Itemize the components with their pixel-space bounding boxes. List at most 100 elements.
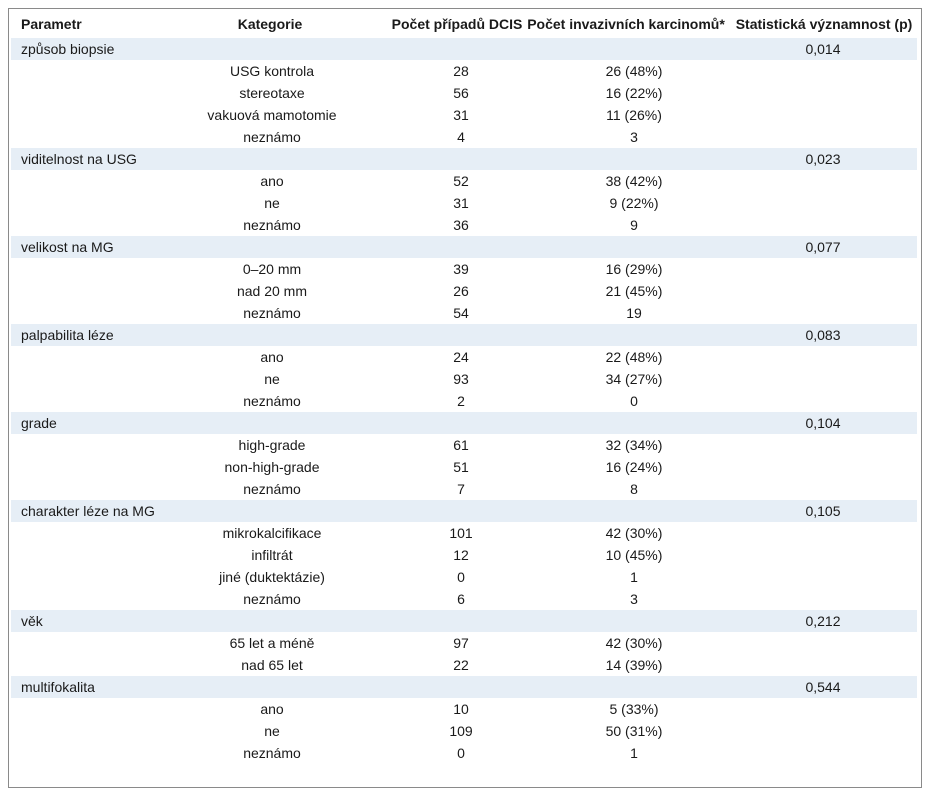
group-row: charakter léze na MG 0,105: [11, 500, 917, 522]
invasive-count-cell: 42 (30%): [605, 635, 663, 651]
dcis-count-cell: 39: [453, 261, 469, 277]
invasive-count-cell: 22 (48%): [605, 349, 663, 365]
category-cell: ano: [260, 701, 284, 717]
invasive-count-cell: 19: [626, 305, 642, 321]
group-p-value: 0,077: [805, 239, 841, 255]
category-cell: ne: [264, 371, 280, 387]
group-row: věk 0,212: [11, 610, 917, 632]
dcis-count-cell: 56: [453, 85, 469, 101]
dcis-count-cell: 28: [453, 63, 469, 79]
invasive-count-cell: 3: [630, 591, 638, 607]
group-name: velikost na MG: [21, 239, 114, 255]
invasive-count-cell: 32 (34%): [605, 437, 663, 453]
invasive-count-cell: 9 (22%): [609, 195, 659, 211]
invasive-count-cell: 50 (31%): [605, 723, 663, 739]
dcis-count-cell: 101: [449, 525, 473, 541]
dcis-count-cell: 97: [453, 635, 469, 651]
group-name: věk: [21, 613, 43, 629]
table-row: neznámo 7 8: [11, 478, 917, 500]
invasive-count-cell: 16 (22%): [605, 85, 663, 101]
category-cell: neznámo: [243, 745, 301, 761]
invasive-count-cell: 5 (33%): [609, 701, 659, 717]
table-row: 0–20 mm 39 16 (29%): [11, 258, 917, 280]
table-frame: Parametr Kategorie Počet případů DCIS Po…: [8, 8, 922, 788]
group-row: grade 0,104: [11, 412, 917, 434]
category-cell: neznámo: [243, 481, 301, 497]
category-cell: USG kontrola: [229, 63, 315, 79]
invasive-count-cell: 38 (42%): [605, 173, 663, 189]
table-row: high-grade 61 32 (34%): [11, 434, 917, 456]
invasive-count-cell: 0: [630, 393, 638, 409]
category-cell: ano: [260, 349, 284, 365]
table-header: Parametr Kategorie Počet případů DCIS Po…: [9, 9, 921, 37]
category-cell: stereotaxe: [239, 85, 305, 101]
dcis-count-cell: 93: [453, 371, 469, 387]
invasive-count-cell: 9: [630, 217, 638, 233]
group-name: multifokalita: [21, 679, 95, 695]
dcis-count-cell: 26: [453, 283, 469, 299]
table-row: 65 let a méně 97 42 (30%): [11, 632, 917, 654]
dcis-count-cell: 2: [457, 393, 465, 409]
invasive-count-cell: 1: [630, 569, 638, 585]
table-row: ne 109 50 (31%): [11, 720, 917, 742]
group-p-value: 0,544: [805, 679, 841, 695]
dcis-count-cell: 109: [449, 723, 473, 739]
table-row: infiltrát 12 10 (45%): [11, 544, 917, 566]
dcis-count-cell: 31: [453, 107, 469, 123]
table-row: neznámo 36 9: [11, 214, 917, 236]
group-row: palpabilita léze 0,083: [11, 324, 917, 346]
invasive-count-cell: 21 (45%): [605, 283, 663, 299]
group-p-value: 0,083: [805, 327, 841, 343]
group-row: multifokalita 0,544: [11, 676, 917, 698]
table-row: neznámo 4 3: [11, 126, 917, 148]
invasive-count-cell: 26 (48%): [605, 63, 663, 79]
invasive-count-cell: 10 (45%): [605, 547, 663, 563]
category-cell: neznámo: [243, 129, 301, 145]
header-significance: Statistická významnost (p): [735, 16, 913, 32]
category-cell: neznámo: [243, 591, 301, 607]
dcis-count-cell: 10: [453, 701, 469, 717]
group-p-value: 0,104: [805, 415, 841, 431]
dcis-count-cell: 22: [453, 657, 469, 673]
category-cell: 65 let a méně: [229, 635, 315, 651]
table-row: nad 20 mm 26 21 (45%): [11, 280, 917, 302]
group-p-value: 0,105: [805, 503, 841, 519]
category-cell: non-high-grade: [224, 459, 320, 475]
invasive-count-cell: 14 (39%): [605, 657, 663, 673]
dcis-count-cell: 52: [453, 173, 469, 189]
group-name: grade: [21, 415, 57, 431]
dcis-count-cell: 51: [453, 459, 469, 475]
dcis-count-cell: 61: [453, 437, 469, 453]
invasive-count-cell: 16 (29%): [605, 261, 663, 277]
dcis-count-cell: 24: [453, 349, 469, 365]
table-row: mikrokalcifikace 101 42 (30%): [11, 522, 917, 544]
invasive-count-cell: 16 (24%): [605, 459, 663, 475]
dcis-count-cell: 0: [457, 569, 465, 585]
group-p-value: 0,014: [805, 41, 841, 57]
category-cell: neznámo: [243, 393, 301, 409]
table-row: nad 65 let 22 14 (39%): [11, 654, 917, 676]
category-cell: ne: [264, 723, 280, 739]
table-row: stereotaxe 56 16 (22%): [11, 82, 917, 104]
table-row: neznámo 0 1: [11, 742, 917, 764]
category-cell: ano: [260, 173, 284, 189]
table-row: vakuová mamotomie 31 11 (26%): [11, 104, 917, 126]
group-name: palpabilita léze: [21, 327, 114, 343]
group-row: způsob biopsie 0,014: [11, 38, 917, 60]
table-row: ano 10 5 (33%): [11, 698, 917, 720]
dcis-count-cell: 54: [453, 305, 469, 321]
invasive-count-cell: 34 (27%): [605, 371, 663, 387]
invasive-count-cell: 42 (30%): [605, 525, 663, 541]
dcis-count-cell: 0: [457, 745, 465, 761]
dcis-count-cell: 36: [453, 217, 469, 233]
group-p-value: 0,212: [805, 613, 841, 629]
group-row: viditelnost na USG 0,023: [11, 148, 917, 170]
category-cell: ne: [264, 195, 280, 211]
header-param: Parametr: [21, 16, 82, 32]
dcis-count-cell: 7: [457, 481, 465, 497]
invasive-count-cell: 1: [630, 745, 638, 761]
category-cell: vakuová mamotomie: [207, 107, 337, 123]
table-row: neznámo 6 3: [11, 588, 917, 610]
header-dcis-count: Počet případů DCIS: [391, 16, 523, 32]
category-cell: 0–20 mm: [242, 261, 302, 277]
